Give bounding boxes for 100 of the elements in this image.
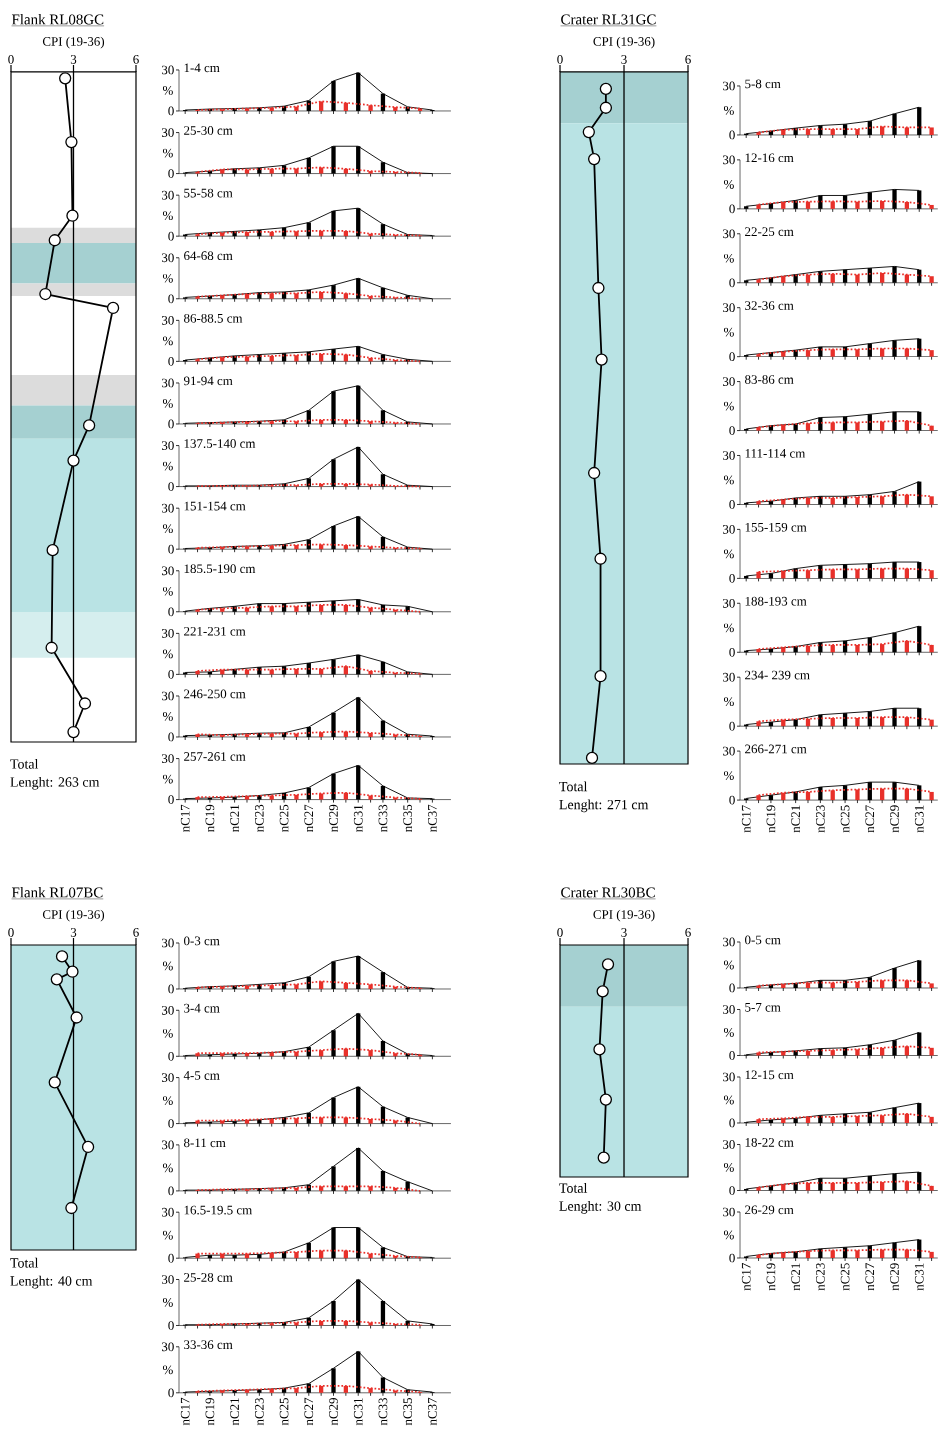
y-axis-title: % — [723, 1163, 734, 1172]
y-tick-label: 30 — [722, 377, 735, 386]
y-tick-label: 30 — [722, 155, 735, 165]
y-tick-label: 30 — [161, 378, 174, 388]
x-tick-label: 3 — [621, 928, 627, 937]
chart-title: 86-88.5 cm — [184, 313, 243, 323]
y-tick-label: 30 — [161, 253, 174, 263]
chart-title: 188-193 cm — [745, 596, 807, 606]
chart-title: 266-271 cm — [745, 744, 807, 754]
y-axis-title: % — [162, 399, 173, 408]
text: Lenght: 271 cm — [559, 799, 649, 813]
chart-title: 1-4 cm — [184, 63, 220, 73]
chart-title: 25-28 cm — [184, 1273, 233, 1282]
y-tick-label: 0 — [729, 352, 735, 362]
x-tick-label: 3 — [621, 55, 627, 64]
chart-title: 64-68 cm — [184, 251, 233, 261]
x-tick-label: nC23 — [254, 804, 264, 833]
chart-title: 18-22 cm — [745, 1138, 794, 1147]
y-axis-title: % — [162, 1298, 173, 1307]
x-tick-label: nC23 — [254, 1398, 264, 1426]
y-tick-label: 0 — [729, 1253, 735, 1263]
y-tick-label: 30 — [722, 1005, 735, 1014]
y-tick-label: 0 — [729, 500, 735, 509]
chart-title: 137.5-140 cm — [184, 439, 256, 448]
x-tick-label: nC21 — [791, 805, 800, 833]
x-tick-label: nC31 — [914, 1263, 924, 1291]
y-tick-label: 0 — [729, 1118, 735, 1128]
chart-title: 5-7 cm — [745, 1003, 781, 1012]
x-tick-label: nC27 — [304, 804, 314, 833]
y-tick-label: 0 — [729, 204, 735, 214]
y-tick-label: 0 — [168, 294, 174, 304]
y-tick-label: 30 — [722, 229, 735, 239]
x-tick-label: nC25 — [840, 1263, 850, 1291]
y-tick-label: 30 — [722, 598, 735, 608]
chart-title: 3-4 cm — [184, 1003, 220, 1013]
x-tick-label: 0 — [557, 55, 563, 64]
y-tick-label: 0 — [168, 106, 174, 116]
y-axis-title: % — [162, 1096, 173, 1105]
y-tick-label: 0 — [168, 670, 174, 679]
y-axis-title: % — [162, 336, 173, 346]
chart-title: 55-58 cm — [184, 188, 233, 198]
y-axis-title: % — [162, 1163, 173, 1173]
y-tick-label: 30 — [161, 503, 174, 513]
text: Lenght: 263 cm — [10, 776, 100, 790]
x-tick-label: nC31 — [353, 805, 363, 833]
x-tick-label: nC27 — [865, 805, 875, 833]
y-tick-label: 0 — [729, 574, 735, 583]
text: Total — [10, 1257, 39, 1268]
y-tick-label: 30 — [722, 81, 735, 91]
x-tick-label: nC23 — [816, 805, 825, 833]
chart-title: 151-154 cm — [184, 501, 246, 511]
y-tick-label: 30 — [722, 303, 735, 313]
y-axis-title: % — [723, 1230, 734, 1240]
y-tick-label: 30 — [161, 1073, 174, 1082]
y-tick-label: 30 — [161, 190, 174, 200]
x-tick-label: nC33 — [378, 804, 388, 833]
x-tick-label: 6 — [685, 928, 691, 937]
x-tick-label: 6 — [133, 55, 139, 64]
chart-title: Crater RL30BC — [561, 887, 655, 898]
x-tick-label: nC25 — [279, 1398, 289, 1426]
y-tick-label: 30 — [722, 937, 735, 947]
x-tick-label: nC19 — [205, 1398, 215, 1426]
y-axis-title: % — [162, 586, 173, 596]
chart-title: 246-250 cm — [184, 689, 246, 699]
y-axis-title: % — [162, 774, 173, 784]
chart-title: 12-15 cm — [745, 1070, 794, 1080]
x-tick-label: nC27 — [304, 1397, 314, 1426]
x-axis-title: CPI (19-36) — [42, 909, 105, 922]
y-tick-label: 30 — [161, 691, 174, 701]
text: Lenght: 40 cm — [10, 1275, 93, 1289]
y-axis-title: % — [162, 461, 173, 471]
chart-title: 22-25 cm — [745, 227, 794, 237]
y-tick-label: 0 — [168, 1321, 174, 1330]
y-tick-label: 0 — [729, 1186, 735, 1195]
x-tick-label: nC17 — [180, 1397, 190, 1426]
y-tick-label: 0 — [168, 732, 174, 742]
y-tick-label: 0 — [168, 231, 174, 241]
y-tick-label: 0 — [729, 721, 735, 731]
x-tick-label: 3 — [70, 55, 77, 64]
y-tick-label: 30 — [161, 1342, 174, 1352]
y-axis-title: % — [723, 623, 734, 633]
x-tick-label: nC17 — [180, 804, 190, 833]
y-tick-label: 0 — [729, 278, 735, 288]
x-tick-label: 6 — [133, 928, 139, 937]
x-tick-label: nC21 — [791, 1263, 800, 1291]
y-tick-label: 30 — [722, 746, 735, 756]
x-tick-label: nC25 — [840, 805, 850, 833]
x-tick-label: 0 — [557, 928, 563, 937]
chart-title: 91-94 cm — [183, 376, 233, 386]
y-tick-label: 30 — [161, 441, 174, 450]
x-tick-label: nC19 — [205, 804, 215, 833]
y-axis-title: % — [162, 148, 173, 158]
y-tick-label: 30 — [722, 1207, 735, 1217]
chart-title: 25-30 cm — [184, 126, 233, 135]
y-tick-label: 30 — [722, 525, 735, 534]
x-tick-label: nC29 — [890, 805, 899, 833]
chart-title: 185.5-190 cm — [184, 564, 256, 574]
x-tick-label: 0 — [8, 55, 14, 64]
x-tick-label: nC33 — [378, 1398, 388, 1426]
x-axis-title: CPI (19-36) — [42, 36, 105, 49]
